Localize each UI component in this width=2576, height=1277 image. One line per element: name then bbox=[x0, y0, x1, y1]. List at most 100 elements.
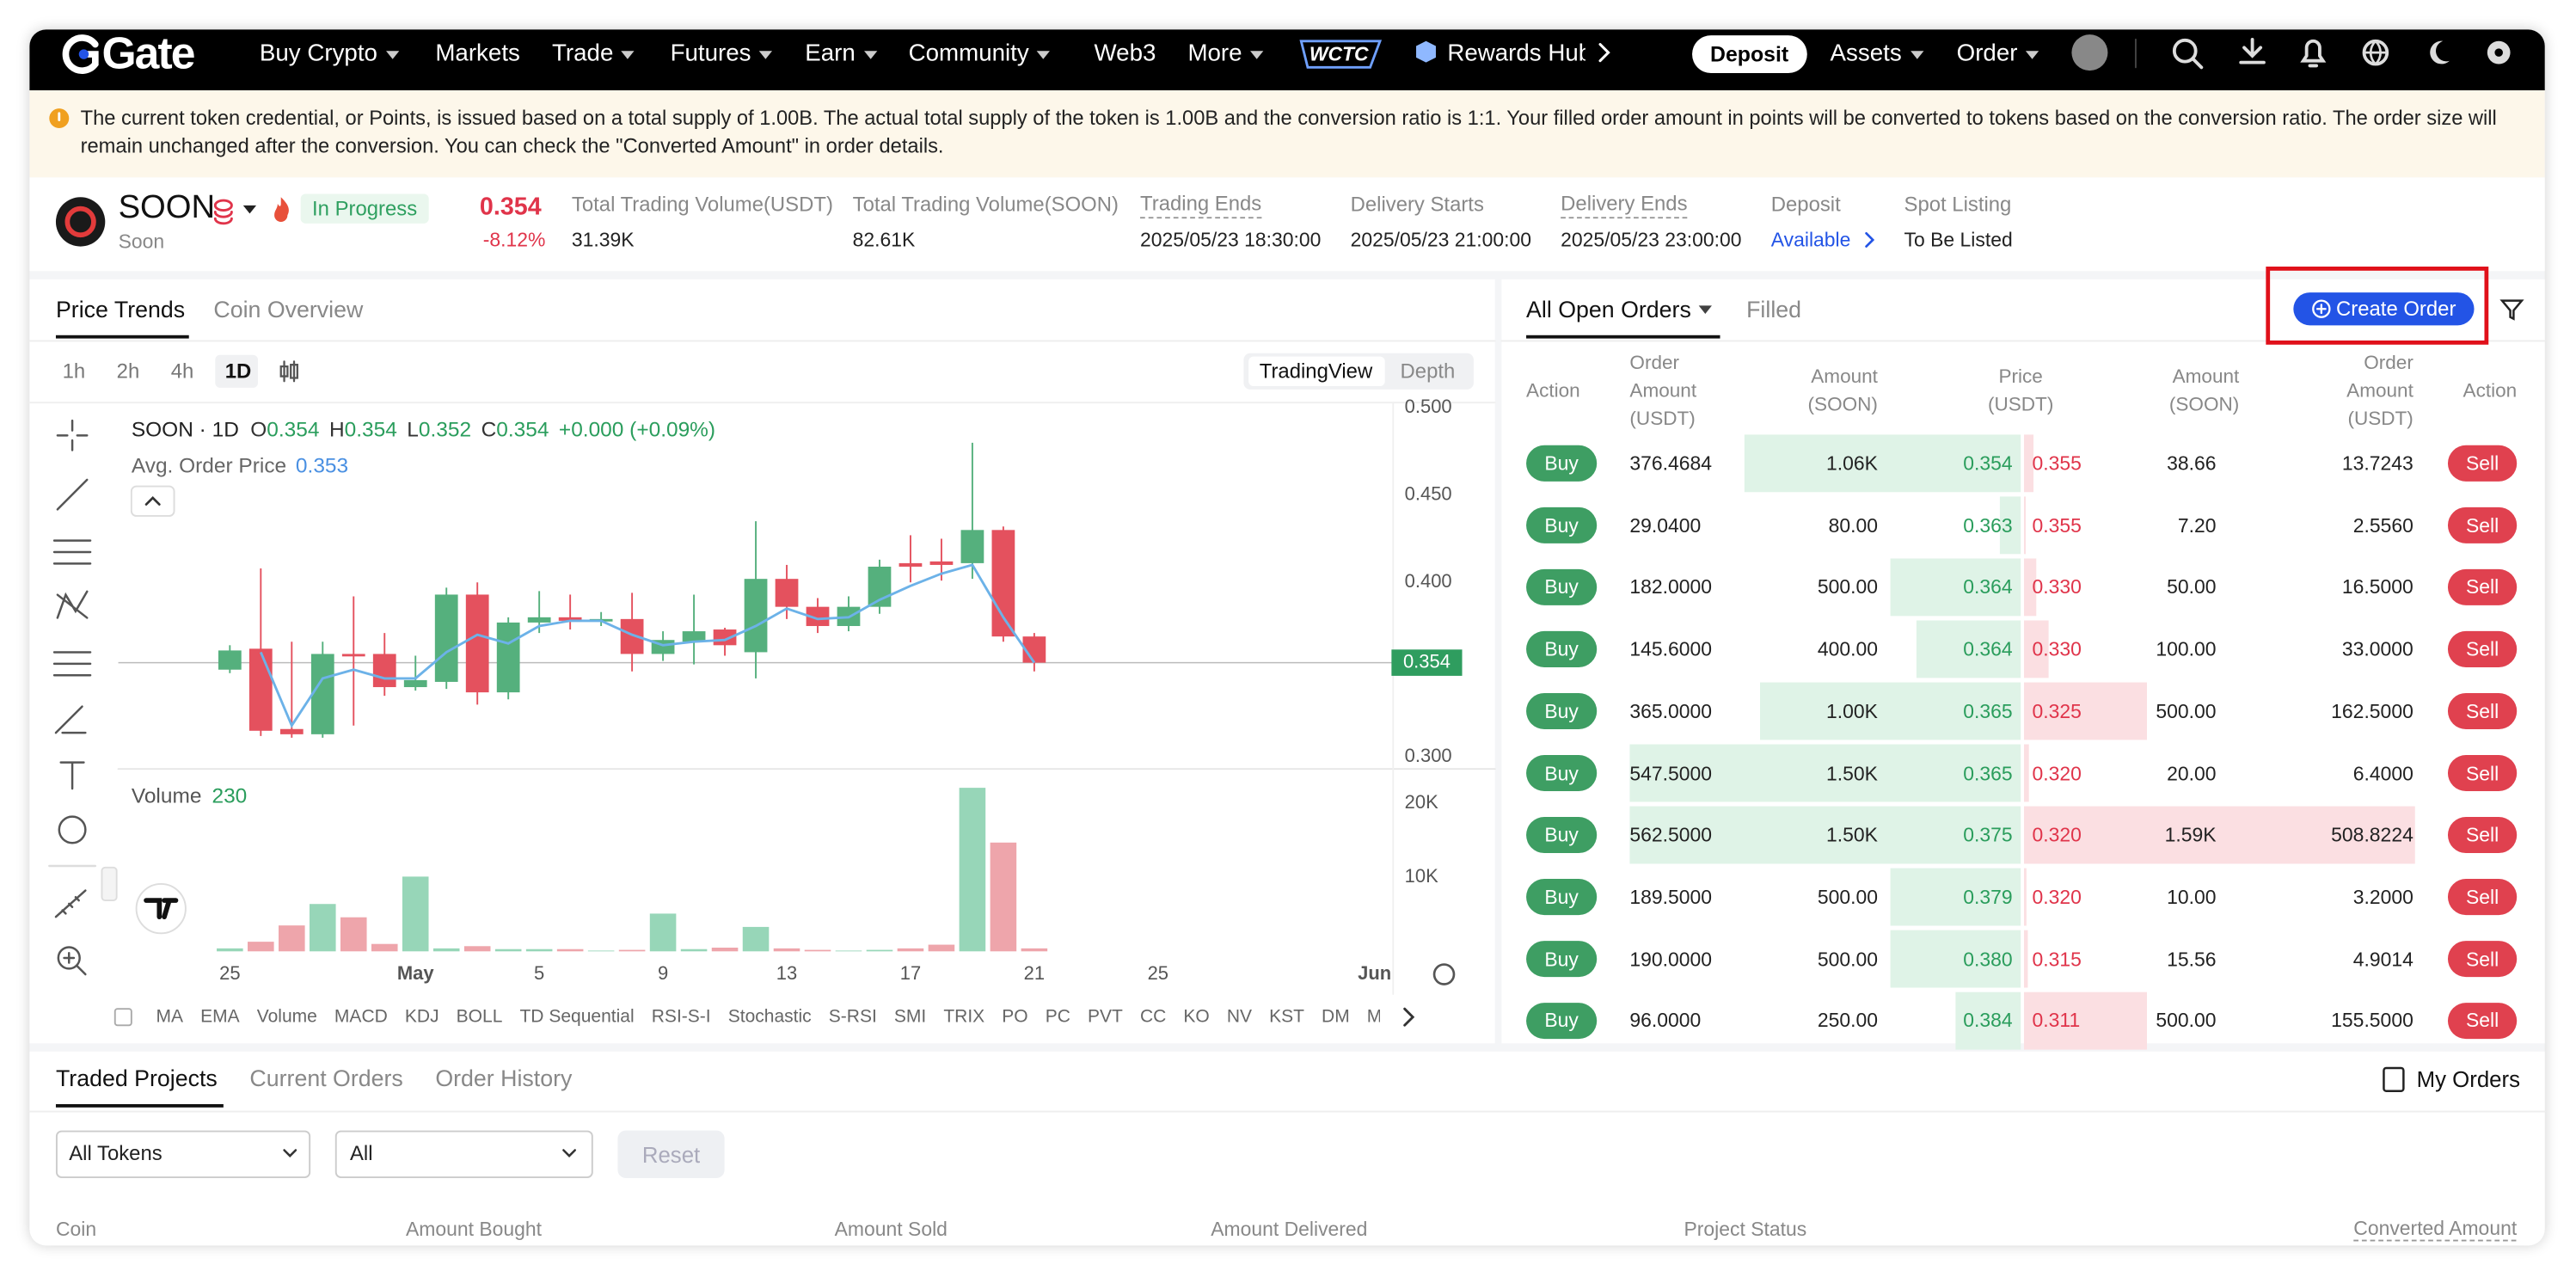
indicator-more[interactable] bbox=[1403, 1007, 1415, 1027]
tab[interactable]: Order History bbox=[435, 1065, 573, 1091]
my-orders-link[interactable]: My Orders bbox=[2416, 1067, 2521, 1092]
nav-more[interactable] bbox=[1598, 43, 1610, 63]
nav-item[interactable]: More bbox=[1187, 41, 1264, 67]
sell-label[interactable]: Sell bbox=[2465, 575, 2499, 599]
sell-label[interactable]: Sell bbox=[2465, 761, 2499, 785]
tab[interactable]: Price Trends bbox=[55, 295, 186, 322]
nav-item[interactable]: Trade bbox=[552, 41, 635, 67]
buy-label[interactable]: Buy bbox=[1544, 699, 1579, 723]
buy-button[interactable] bbox=[1526, 568, 1598, 605]
sell-label[interactable]: Sell bbox=[2465, 513, 2499, 537]
tab[interactable]: All Open Orders bbox=[1526, 296, 1714, 322]
nav-item[interactable]: Markets bbox=[435, 40, 520, 68]
sell-button[interactable] bbox=[2447, 879, 2518, 916]
select-value[interactable]: All Tokens bbox=[69, 1141, 163, 1165]
token-select[interactable] bbox=[55, 1130, 311, 1178]
buy-button[interactable] bbox=[1526, 879, 1598, 916]
nav-item[interactable]: Assets bbox=[1831, 41, 1923, 67]
deposit-chevron[interactable] bbox=[1865, 231, 1875, 248]
sell-button[interactable] bbox=[2447, 445, 2518, 482]
tab[interactable]: Filled bbox=[1746, 295, 1802, 322]
sell-button[interactable] bbox=[2447, 692, 2518, 729]
create-order-label[interactable]: Create Order bbox=[2336, 297, 2456, 321]
view-option[interactable]: TradingView bbox=[1259, 359, 1373, 384]
tool-crosshair[interactable] bbox=[56, 419, 89, 451]
interval[interactable]: 2h bbox=[116, 359, 140, 384]
sell-label[interactable]: Sell bbox=[2465, 823, 2499, 847]
tool-zoom[interactable] bbox=[57, 946, 81, 970]
buy-button[interactable] bbox=[1526, 1003, 1598, 1040]
tab[interactable]: Traded Projects bbox=[55, 1065, 218, 1091]
logo[interactable]: Gate bbox=[101, 28, 195, 78]
buy-label[interactable]: Buy bbox=[1544, 575, 1579, 599]
interval[interactable]: 4h bbox=[170, 359, 194, 384]
reset-label[interactable]: Reset bbox=[641, 1141, 701, 1167]
tab[interactable]: Current Orders bbox=[249, 1065, 403, 1091]
avatar[interactable] bbox=[2071, 34, 2108, 71]
sell-button[interactable] bbox=[2447, 568, 2518, 605]
reset-button[interactable] bbox=[617, 1130, 725, 1178]
deposit-button[interactable]: Deposit bbox=[1692, 35, 1807, 74]
buy-button[interactable] bbox=[1526, 941, 1598, 978]
buy-button[interactable] bbox=[1526, 445, 1598, 482]
calendar-icon[interactable] bbox=[113, 1008, 132, 1027]
toolbar-collapse[interactable] bbox=[101, 866, 118, 902]
token-switch[interactable] bbox=[242, 205, 257, 214]
create-order-button[interactable] bbox=[2293, 292, 2475, 326]
buy-button[interactable] bbox=[1526, 692, 1598, 729]
event-badge[interactable]: WCTC bbox=[1309, 42, 1369, 66]
buy-label[interactable]: Buy bbox=[1544, 885, 1579, 909]
rewards-hub[interactable]: Rewards Hub bbox=[1447, 40, 1585, 68]
sell-button[interactable] bbox=[2447, 817, 2518, 854]
stat-value[interactable]: Available bbox=[1770, 228, 1851, 252]
sell-label[interactable]: Sell bbox=[2465, 699, 2499, 723]
theme-icon[interactable] bbox=[2430, 40, 2450, 64]
sell-label[interactable]: Sell bbox=[2465, 637, 2499, 661]
sell-label[interactable]: Sell bbox=[2465, 1009, 2499, 1033]
buy-label[interactable]: Buy bbox=[1544, 761, 1579, 785]
view-option[interactable]: Depth bbox=[1400, 359, 1456, 384]
bell-icon[interactable] bbox=[2300, 39, 2327, 68]
nav-item[interactable]: Buy Crypto bbox=[260, 41, 399, 67]
tool-line[interactable] bbox=[56, 478, 89, 511]
tool-pattern[interactable] bbox=[56, 590, 89, 619]
sell-button[interactable] bbox=[2447, 941, 2518, 978]
sell-label[interactable]: Sell bbox=[2465, 885, 2499, 909]
buy-label[interactable]: Buy bbox=[1544, 513, 1579, 537]
nav-item[interactable]: Community bbox=[909, 41, 1052, 67]
buy-label[interactable]: Buy bbox=[1544, 947, 1579, 971]
sell-label[interactable]: Sell bbox=[2465, 451, 2499, 476]
tab[interactable]: Coin Overview bbox=[213, 295, 364, 322]
tool-text[interactable] bbox=[59, 761, 85, 790]
sell-label[interactable]: Sell bbox=[2465, 947, 2499, 971]
sell-button[interactable] bbox=[2447, 754, 2518, 792]
buy-label[interactable]: Buy bbox=[1544, 1009, 1579, 1033]
download-icon[interactable] bbox=[2239, 37, 2266, 64]
select-value[interactable]: All bbox=[349, 1141, 373, 1165]
interval[interactable]: 1h bbox=[62, 359, 86, 384]
nav-item[interactable]: Futures bbox=[671, 41, 773, 67]
buy-button[interactable] bbox=[1526, 507, 1598, 543]
buy-label[interactable]: Buy bbox=[1544, 823, 1579, 847]
tool-fib[interactable] bbox=[52, 651, 92, 677]
buy-button[interactable] bbox=[1526, 754, 1598, 792]
tool-emoji[interactable] bbox=[58, 815, 87, 844]
tool-ruler[interactable] bbox=[54, 889, 87, 918]
tool-lines[interactable] bbox=[52, 539, 92, 565]
sell-button[interactable] bbox=[2447, 1003, 2518, 1040]
nav-item[interactable]: Web3 bbox=[1094, 40, 1156, 68]
nav-item[interactable]: Order bbox=[1957, 41, 2039, 67]
buy-button[interactable] bbox=[1526, 817, 1598, 854]
chart-settings[interactable] bbox=[1432, 963, 1456, 985]
buy-label[interactable]: Buy bbox=[1544, 451, 1579, 476]
buy-button[interactable] bbox=[1526, 630, 1598, 667]
legend-collapse[interactable] bbox=[130, 485, 175, 517]
tool-brush[interactable] bbox=[54, 705, 87, 734]
nav-item[interactable]: Earn bbox=[805, 41, 876, 67]
buy-label[interactable]: Buy bbox=[1544, 637, 1579, 661]
interval[interactable]: 1D bbox=[224, 359, 252, 384]
sell-button[interactable] bbox=[2447, 630, 2518, 667]
sell-button[interactable] bbox=[2447, 507, 2518, 543]
filter-icon[interactable] bbox=[2499, 299, 2524, 321]
search-icon[interactable] bbox=[2172, 38, 2198, 64]
